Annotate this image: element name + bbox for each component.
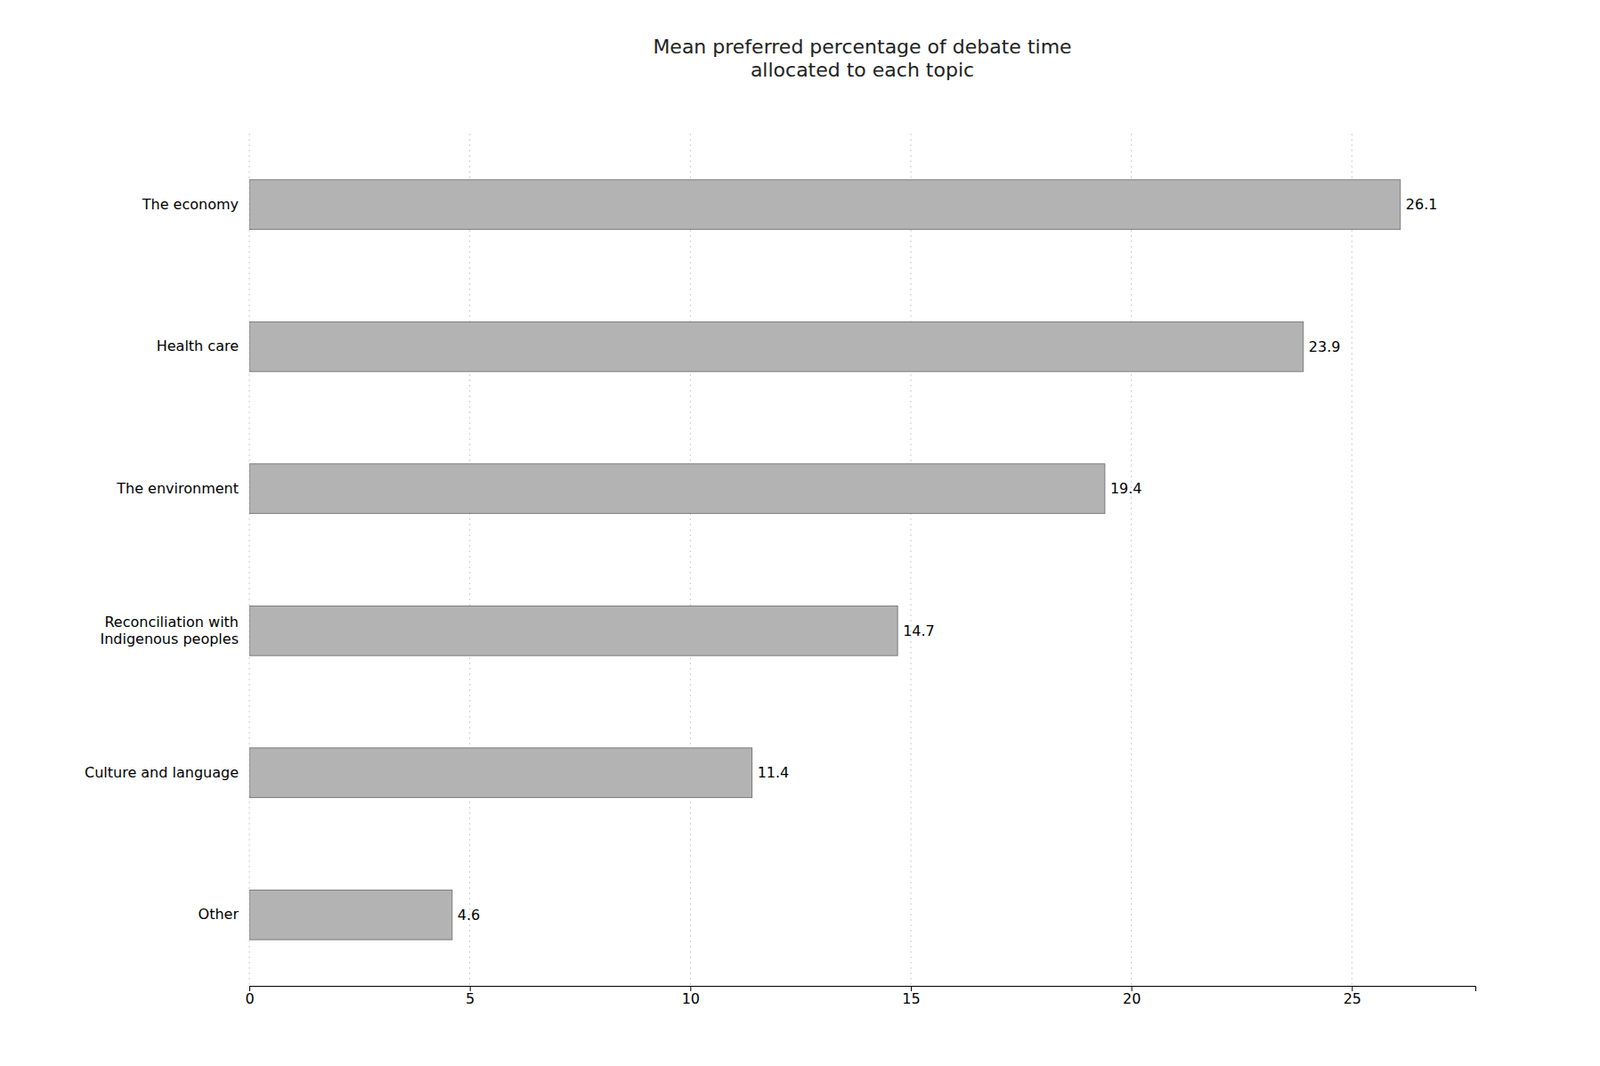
tick: Other xyxy=(198,905,240,923)
grid-line xyxy=(1351,133,1353,986)
tick-label: Other xyxy=(198,905,240,923)
category-axis: Other Culture and language Reconciliation … xyxy=(84,195,239,924)
tick: Health care xyxy=(156,337,239,355)
bar xyxy=(249,463,1105,514)
tick-label: 10 xyxy=(682,990,700,1008)
grid-line xyxy=(909,133,911,986)
axis-line xyxy=(250,986,1477,992)
tick-label: 20 xyxy=(1122,990,1141,1008)
tick-label: Reconciliation withIndigenous peoples xyxy=(99,613,239,648)
text-line: Mean preferred percentage of debate time xyxy=(652,35,1072,58)
tick-label: 0 xyxy=(244,990,254,1008)
tick-label: Culture and language xyxy=(84,763,239,781)
bar xyxy=(249,889,453,940)
tick-label: The economy xyxy=(141,195,239,213)
data-labels: 4.6 11.4 14.7 19.4 23.9 26.1 xyxy=(457,195,1438,924)
data-label: 4.6 xyxy=(457,906,480,924)
text-line: Culture and language xyxy=(84,763,239,781)
tick: 20 xyxy=(1122,985,1141,1008)
tick-label: The environment xyxy=(115,479,239,497)
bar xyxy=(249,747,753,798)
tick: The environment xyxy=(115,479,239,497)
text-line: Other xyxy=(198,905,240,923)
text-line: Reconciliation with xyxy=(104,613,239,631)
title: Mean preferred percentage of debate time… xyxy=(652,35,1072,82)
bar xyxy=(249,179,1401,230)
tick: 0 xyxy=(244,985,254,1008)
tick: Reconciliation withIndigenous peoples xyxy=(99,613,239,648)
data-label: 26.1 xyxy=(1405,195,1438,213)
grid-line xyxy=(1130,133,1132,986)
data-label: 23.9 xyxy=(1308,338,1341,356)
tick-label: 15 xyxy=(901,990,920,1008)
tick: 10 xyxy=(682,985,700,1008)
tick: The economy xyxy=(141,195,239,213)
bar xyxy=(249,321,1304,372)
tick-label: 25 xyxy=(1343,990,1362,1008)
text-line: Indigenous peoples xyxy=(99,630,239,648)
text-line: The economy xyxy=(141,195,239,213)
tick-label: Health care xyxy=(156,337,239,355)
data-label: 11.4 xyxy=(757,763,790,781)
grid-line xyxy=(469,133,471,986)
text-line: allocated to each topic xyxy=(750,58,975,82)
tick: 5 xyxy=(465,985,475,1008)
tick-label: 5 xyxy=(465,990,475,1008)
text-line: Health care xyxy=(156,337,239,355)
bars xyxy=(249,179,1401,940)
bar xyxy=(249,605,898,656)
tick: 25 xyxy=(1343,985,1362,1008)
value-axis: 0 5 10 15 20 25 xyxy=(244,985,1476,1008)
grid-line xyxy=(249,133,251,986)
chart: Mean preferred percentage of debate time… xyxy=(0,0,1600,1066)
plot: 0 5 10 15 20 25 Other Culture and language Recon… xyxy=(84,133,1477,1008)
text-line: The environment xyxy=(115,479,239,497)
tick: 15 xyxy=(901,985,920,1008)
tick: Culture and language xyxy=(84,763,239,781)
data-label: 14.7 xyxy=(902,622,935,640)
data-label: 19.4 xyxy=(1110,479,1143,497)
grid xyxy=(249,133,1352,986)
grid-line xyxy=(690,133,691,986)
